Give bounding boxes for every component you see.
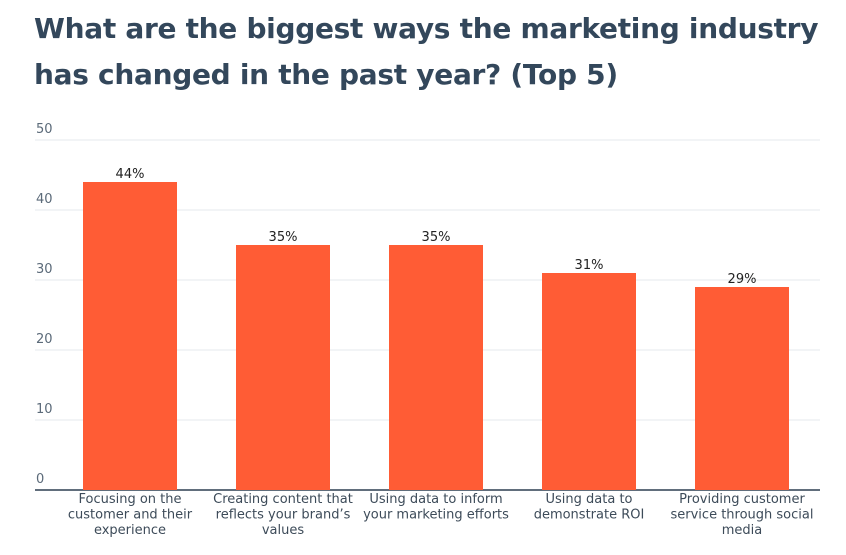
x-tick-label: demonstrate ROI xyxy=(534,508,645,523)
bar-value-label: 44% xyxy=(116,167,145,182)
y-tick-label: 20 xyxy=(36,332,53,347)
chart-title-line-1: What are the biggest ways the marketing … xyxy=(34,12,819,45)
bar xyxy=(695,287,789,490)
x-tick-label: customer and their xyxy=(68,508,193,523)
x-tick-label: media xyxy=(722,523,763,538)
y-tick-label: 30 xyxy=(36,262,53,277)
chart-title: What are the biggest ways the marketing … xyxy=(34,6,834,98)
x-tick-label: values xyxy=(262,523,305,538)
x-tick-label: Using data to xyxy=(546,492,633,507)
x-tick-label: Creating content that xyxy=(213,492,353,507)
y-tick-label: 50 xyxy=(36,122,53,137)
bar xyxy=(389,245,483,490)
bar xyxy=(542,273,636,490)
x-tick-label: service through social xyxy=(671,508,814,523)
y-tick-label: 40 xyxy=(36,192,53,207)
bar-value-label: 35% xyxy=(269,230,298,245)
x-tick-label: Providing customer xyxy=(679,492,805,507)
bar-value-label: 29% xyxy=(728,272,757,287)
x-tick-label: experience xyxy=(94,523,166,538)
bar xyxy=(83,182,177,490)
x-tick-label: your marketing efforts xyxy=(363,508,509,523)
x-tick-label: Using data to inform xyxy=(369,492,502,507)
y-tick-label: 0 xyxy=(36,472,44,487)
bar-value-label: 31% xyxy=(575,258,604,273)
bar xyxy=(236,245,330,490)
y-tick-label: 10 xyxy=(36,402,53,417)
bar-value-label: 35% xyxy=(422,230,451,245)
chart-title-line-2: has changed in the past year? (Top 5) xyxy=(34,58,618,91)
x-tick-label: Focusing on the xyxy=(78,492,181,507)
x-tick-label: reflects your brand’s xyxy=(216,508,351,523)
